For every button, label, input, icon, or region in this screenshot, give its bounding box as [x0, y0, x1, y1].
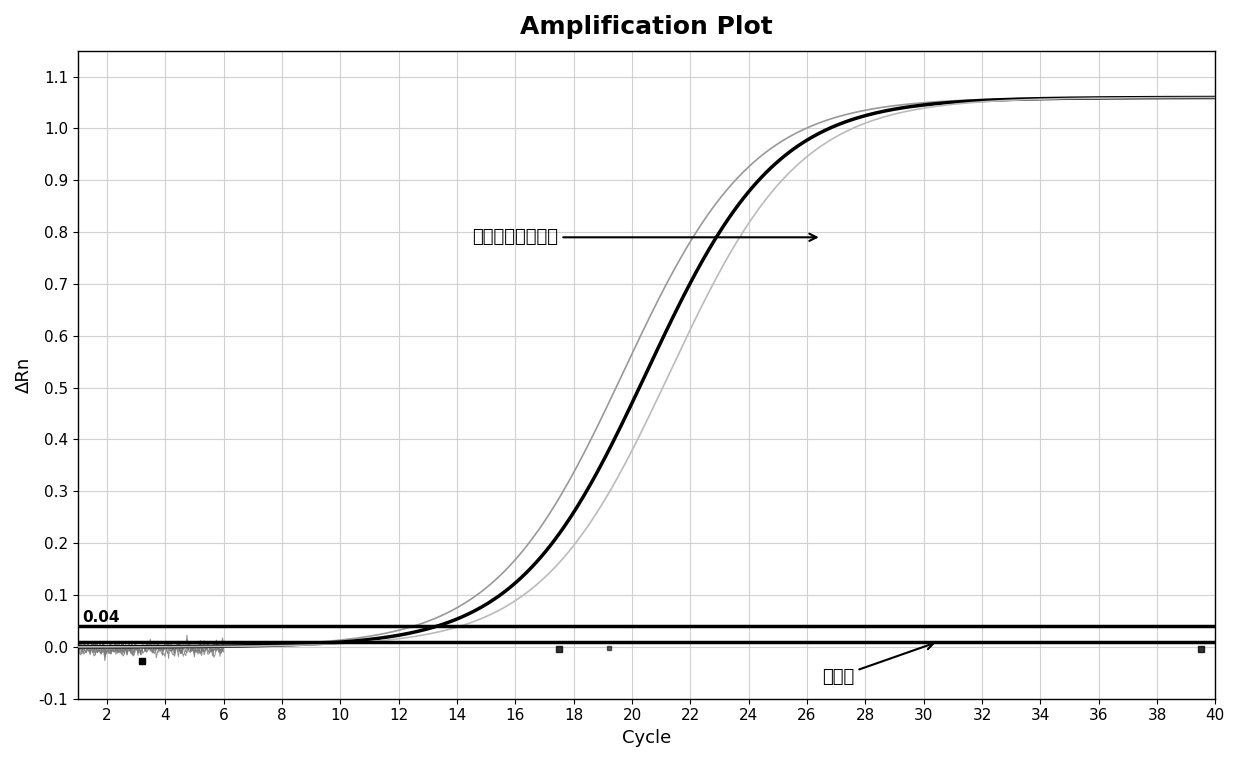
Text: 对照组: 对照组	[822, 642, 934, 686]
Y-axis label: ΔRn: ΔRn	[15, 357, 33, 393]
Text: 三株副溶血性弧菌: 三株副溶血性弧菌	[471, 229, 816, 246]
Title: Amplification Plot: Amplification Plot	[521, 15, 773, 39]
X-axis label: Cycle: Cycle	[622, 729, 671, 747]
Text: 0.04: 0.04	[82, 610, 120, 625]
